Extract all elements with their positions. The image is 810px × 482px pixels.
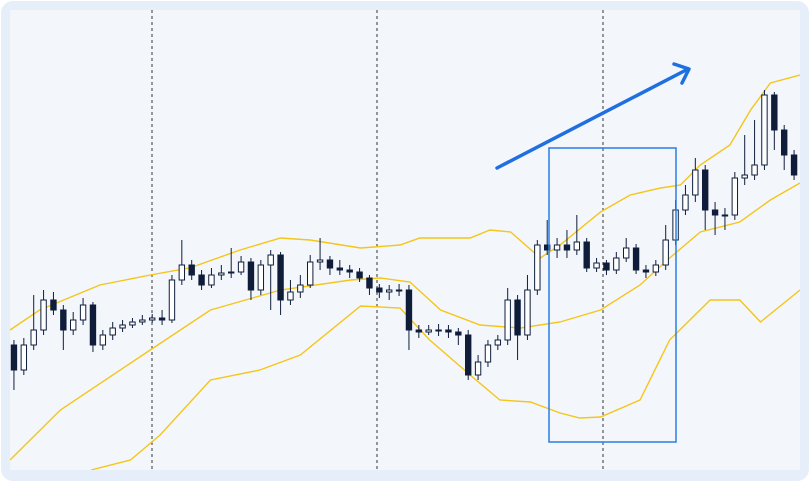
candle-body	[109, 327, 116, 336]
candle-body	[70, 319, 77, 331]
candle-body	[386, 289, 393, 293]
candle-body	[741, 174, 748, 179]
candle-body	[395, 289, 403, 292]
candle-body	[494, 339, 502, 346]
candle-body	[761, 94, 768, 166]
candle-body	[60, 309, 67, 331]
candle-body	[20, 344, 28, 371]
candle-body	[405, 289, 413, 331]
candle-body	[277, 254, 284, 301]
candle-body	[267, 254, 274, 266]
candle-body	[366, 277, 373, 289]
candle-body	[613, 257, 620, 271]
candle-body	[168, 279, 176, 321]
candle-body	[208, 274, 215, 286]
candle-body	[721, 214, 729, 217]
candle-body	[573, 241, 581, 251]
candle-body	[237, 261, 245, 273]
candle-body	[425, 329, 432, 333]
candle-body	[139, 319, 146, 323]
candle-body	[257, 264, 265, 291]
candle-body	[514, 299, 521, 336]
candle-body	[10, 344, 18, 371]
candle-body	[682, 194, 689, 211]
candle-body	[356, 271, 363, 279]
candle-body	[188, 264, 195, 276]
candle-body	[692, 169, 699, 196]
candle-body	[336, 267, 344, 271]
candle-body	[297, 284, 304, 293]
candle-body	[99, 334, 107, 346]
candle-body	[465, 334, 472, 376]
candle-body	[287, 291, 294, 301]
candle-body	[228, 271, 235, 274]
candle-body	[415, 329, 423, 333]
candle-body	[178, 264, 186, 281]
candle-body	[376, 287, 383, 293]
candle-body	[218, 272, 225, 276]
candle-body	[158, 317, 166, 321]
candle-body	[79, 304, 87, 321]
candle-body	[129, 321, 136, 326]
candle-body	[307, 261, 314, 286]
candle-body	[40, 299, 47, 331]
candle-body	[583, 241, 590, 269]
candle-body	[504, 299, 511, 341]
candle-body	[781, 129, 788, 156]
trend-arrow	[495, 62, 691, 170]
candle-body	[642, 269, 650, 273]
candle-body	[563, 244, 571, 251]
candle-body	[544, 244, 551, 251]
arrow-head	[672, 62, 691, 85]
band-line	[10, 182, 800, 461]
candle-body	[198, 274, 205, 286]
candle-body	[593, 262, 600, 269]
candle-body	[524, 289, 531, 336]
candle-body	[632, 247, 640, 271]
candle-body	[30, 329, 37, 346]
candle-body	[50, 299, 57, 311]
candle-body	[771, 94, 778, 131]
candle-body	[623, 247, 630, 259]
candle-body	[445, 329, 452, 333]
arrow-shaft	[495, 67, 690, 170]
candle-body	[474, 361, 482, 376]
candle-body	[790, 154, 798, 176]
candle-body	[484, 344, 492, 363]
candle-body	[435, 329, 442, 332]
candle-body	[731, 177, 739, 216]
band-line	[90, 289, 800, 470]
candle-body	[652, 264, 660, 273]
candle-body	[455, 331, 462, 336]
candle-body	[711, 209, 719, 216]
separators	[151, 10, 604, 470]
candle-body	[149, 317, 156, 321]
candle-body	[662, 239, 669, 266]
candle-body	[553, 244, 561, 251]
candle-body	[247, 261, 255, 291]
candle-body	[119, 324, 126, 329]
candle-body	[702, 169, 709, 211]
candle-body	[316, 259, 324, 263]
candle-body	[326, 259, 334, 269]
candle-body	[346, 269, 353, 273]
candle-body	[603, 262, 610, 271]
candle-body	[751, 164, 758, 176]
plot-area	[10, 10, 800, 470]
candle-body	[89, 304, 97, 346]
highlight-box	[548, 147, 677, 443]
candle-body	[534, 244, 541, 291]
